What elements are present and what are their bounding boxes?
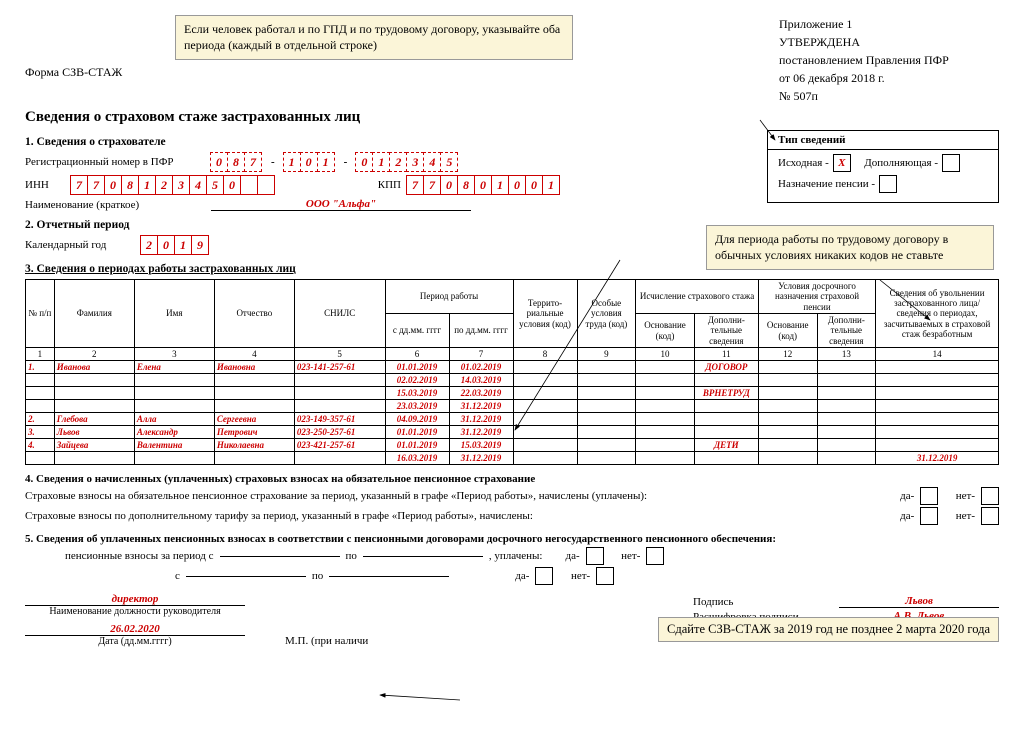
section-5: 5. Сведения об уплаченных пенсионных взн… — [25, 533, 999, 545]
reg-p2: 101 — [284, 152, 335, 172]
mp-label: М.П. (при наличи — [285, 635, 368, 647]
kpp-label: КПП — [321, 179, 401, 191]
page-title: Сведения о страховом стаже застрахованны… — [25, 109, 999, 126]
type-block: Тип сведений Исходная -X Дополняющая - Н… — [767, 130, 999, 203]
callout-right: Для периода работы по трудовому договору… — [706, 225, 994, 270]
form-code: Форма СЗВ-СТАЖ — [25, 15, 165, 80]
org-name: ООО "Альфа" — [211, 198, 471, 211]
reg-label: Регистрационный номер в ПФР — [25, 156, 205, 168]
year-label: Календарный год — [25, 239, 135, 251]
reg-p3: 012345 — [356, 152, 458, 172]
bottom-callout: Сдайте СЗВ-СТАЖ за 2019 год не позднее 2… — [658, 617, 999, 642]
main-table: № п/п Фамилия Имя Отчество СНИЛС Период … — [25, 279, 999, 465]
section-4: 4. Сведения о начисленных (уплаченных) с… — [25, 473, 999, 485]
reg-p1: 087 — [211, 152, 262, 172]
kpp-box: 770801001 — [407, 175, 560, 195]
org-name-label: Наименование (краткое) — [25, 199, 205, 211]
inn-box: 7708123450 — [71, 175, 275, 195]
year-box: 2019 — [141, 235, 209, 255]
inn-label: ИНН — [25, 179, 65, 191]
s4-line1: Страховые взносы на обязательное пенсион… — [25, 490, 647, 502]
approval-block: Приложение 1 УТВЕРЖДЕНА постановлением П… — [779, 15, 999, 105]
s4-line2: Страховые взносы по дополнительному тари… — [25, 510, 533, 522]
callout-top: Если человек работал и по ГПД и по трудо… — [175, 15, 573, 60]
sig-director: директор Наименование должности руководи… — [25, 593, 245, 647]
